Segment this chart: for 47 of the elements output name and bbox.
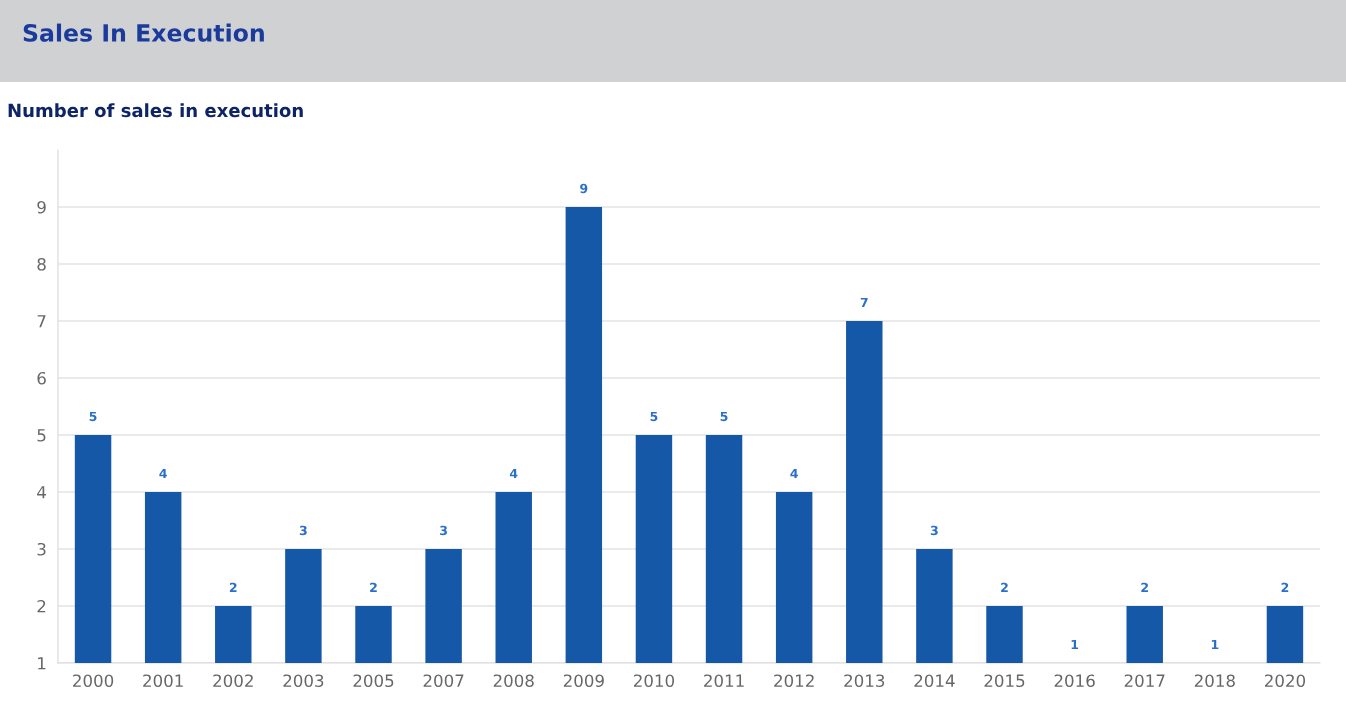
y-tick-label: 2 xyxy=(37,599,46,613)
y-tick-label: 3 xyxy=(37,542,46,556)
chart-subtitle: Number of sales in execution xyxy=(8,103,303,118)
y-tick-label: 9 xyxy=(37,200,46,214)
x-tick-label: 2003 xyxy=(283,674,324,688)
data-label: 5 xyxy=(650,411,658,422)
data-label: 2 xyxy=(1141,582,1148,592)
x-tick-label: 2005 xyxy=(353,674,394,688)
y-tick-label: 7 xyxy=(37,315,46,328)
data-label: 5 xyxy=(89,411,97,422)
y-tick-label: 5 xyxy=(37,429,46,442)
x-tick-label: 2007 xyxy=(423,674,464,688)
x-tick-label: 2016 xyxy=(1054,674,1095,688)
data-label: 1 xyxy=(1211,639,1219,649)
data-label: 4 xyxy=(509,468,518,478)
x-tick-label: 2018 xyxy=(1194,674,1235,688)
x-tick-label: 2011 xyxy=(704,674,744,688)
y-tick-label: 4 xyxy=(37,486,46,499)
data-label: 9 xyxy=(580,183,588,194)
x-tick-label: 2000 xyxy=(73,674,114,688)
data-label: 2 xyxy=(229,582,237,592)
data-label: 2 xyxy=(370,582,377,592)
x-tick-label: 2014 xyxy=(914,674,955,688)
data-label: 5 xyxy=(720,411,728,422)
y-tick-label: 8 xyxy=(37,257,46,271)
x-tick-label: 2013 xyxy=(844,674,885,688)
data-label: 3 xyxy=(440,525,447,536)
data-label: 4 xyxy=(790,468,798,478)
data-label: 4 xyxy=(159,468,167,478)
x-tick-label: 2010 xyxy=(633,674,675,688)
x-tick-label: 2008 xyxy=(493,674,534,688)
data-label: 1 xyxy=(1071,639,1079,649)
x-tick-label: 2012 xyxy=(774,674,814,688)
x-tick-label: 2015 xyxy=(984,674,1025,688)
chart-title: Sales In Execution xyxy=(23,23,264,42)
y-tick-label: 6 xyxy=(37,371,46,385)
y-tick-label: 1 xyxy=(38,657,46,670)
data-label: 2 xyxy=(1001,582,1008,592)
data-label: 3 xyxy=(299,525,307,536)
x-tick-label: 2017 xyxy=(1124,674,1165,688)
x-tick-label: 2002 xyxy=(213,674,253,688)
data-label: 2 xyxy=(1281,582,1289,592)
x-tick-label: 2020 xyxy=(1264,674,1306,688)
data-label: 3 xyxy=(930,525,938,536)
x-tick-label: 2001 xyxy=(143,674,183,688)
x-tick-label: 2009 xyxy=(563,674,604,688)
data-label: 7 xyxy=(860,297,868,307)
